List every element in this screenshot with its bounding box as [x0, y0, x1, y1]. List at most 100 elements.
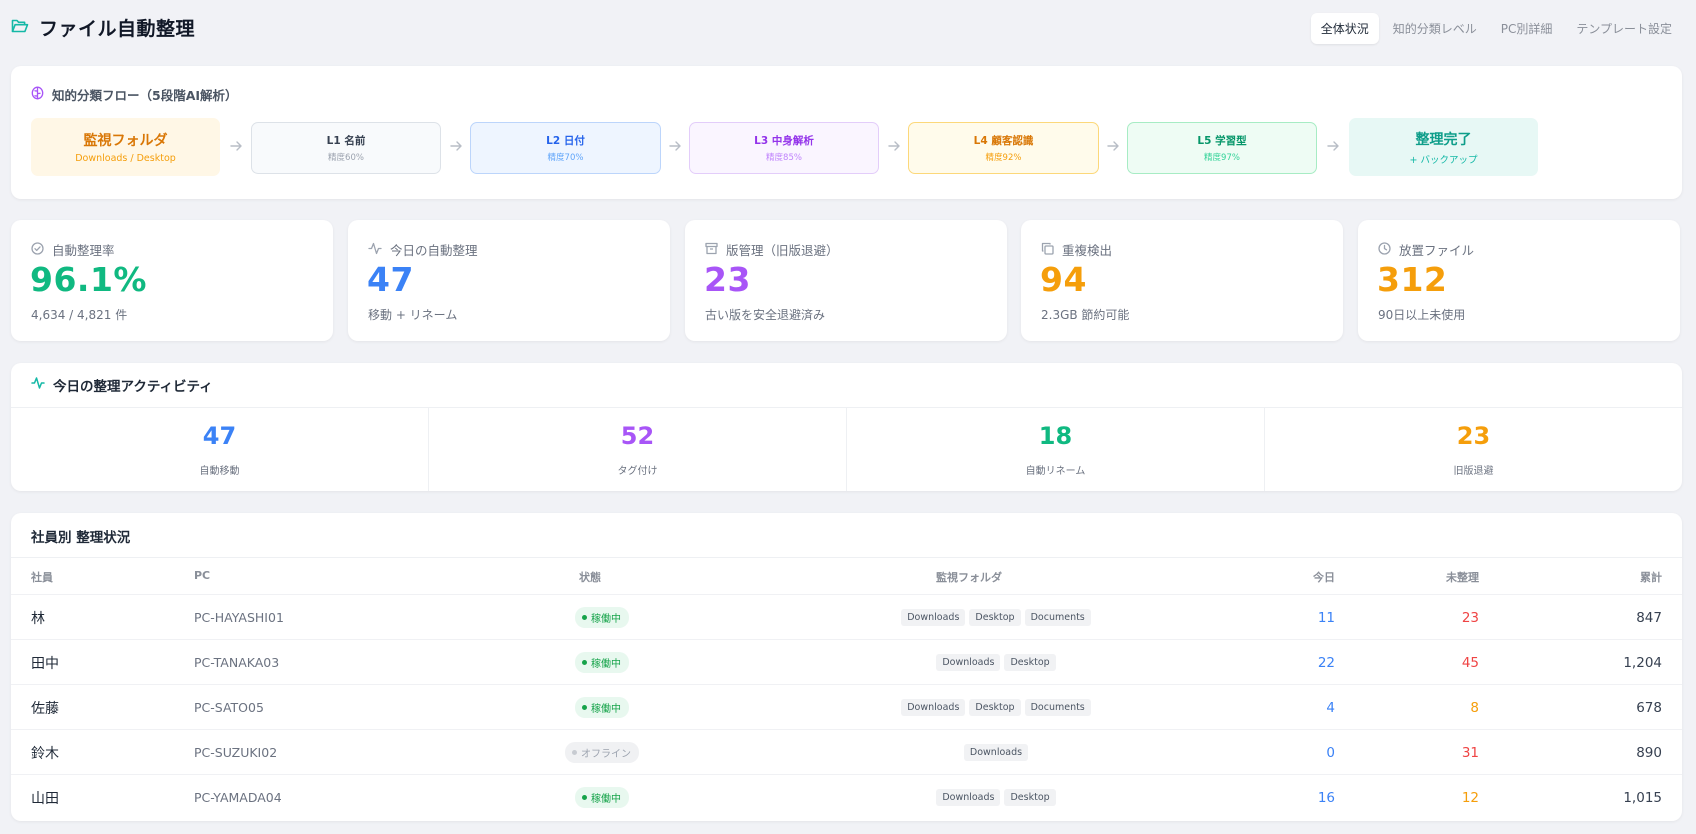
total-count: 678	[1636, 699, 1662, 716]
folder-tag: Downloads	[936, 789, 1001, 806]
total-count: 890	[1636, 744, 1662, 761]
kpi-header: 放置ファイル	[1378, 240, 1474, 259]
copy-icon	[1041, 242, 1054, 258]
flow-step-sublabel: Downloads / Desktop	[75, 153, 176, 164]
status-badge: 稼働中	[575, 787, 629, 808]
status-text: 稼働中	[591, 659, 621, 670]
classification-flow-card: 知的分類フロー（5段階AI解析） 監視フォルダ Downloads / Deskt…	[11, 66, 1682, 199]
flow-step-label: L3 中身解析	[754, 135, 814, 147]
today-count: 0	[1326, 744, 1335, 761]
total-count: 1,204	[1623, 654, 1662, 671]
flow-step: L4 顧客認識 精度92%	[908, 122, 1099, 174]
folder-tag: Downloads	[936, 654, 1001, 671]
kpi-value: 312	[1377, 260, 1448, 299]
kpi-card: 重複検出 94 2.3GB 節約可能	[1021, 220, 1343, 341]
watched-folders: Downloads	[751, 730, 1241, 775]
flow-step: L2 日付 精度70%	[470, 122, 661, 174]
kpi-subtext: 古い版を安全退避済み	[705, 308, 826, 322]
divider	[11, 407, 1682, 408]
activity-card: 今日の整理アクティビティ 47 自動移動 52 タグ付け 18 自動リネーム 23 旧版退避	[11, 363, 1682, 491]
app-title: ファイル自動整理	[11, 14, 195, 41]
status-text: 稼働中	[591, 614, 621, 625]
watched-folders: Downloads Desktop Documents	[751, 595, 1241, 640]
arrow-right-icon	[448, 138, 464, 154]
flow-step: L3 中身解析 精度85%	[689, 122, 879, 174]
column-header-pending: 未整理	[1446, 571, 1479, 584]
tab-template-settings[interactable]: テンプレート設定	[1576, 22, 1672, 36]
flow-step: 整理完了 + バックアップ	[1349, 118, 1538, 176]
pending-count: 12	[1461, 789, 1479, 806]
table-row[interactable]: 山田 PC-YAMADA04 稼働中 Downloads Desktop 16 12 1,01…	[11, 774, 1682, 819]
kpi-card: 版管理（旧版退避） 23 古い版を安全退避済み	[685, 220, 1007, 341]
watched-folders: Downloads Desktop	[751, 640, 1241, 685]
today-count: 16	[1317, 789, 1335, 806]
today-count: 4	[1326, 699, 1335, 716]
flow-steps: 監視フォルダ Downloads / Desktop L1 名前 精度60% L2 日付…	[31, 118, 1662, 176]
clock-icon	[1378, 241, 1391, 258]
activity-stat-label: 自動移動	[199, 466, 240, 477]
folder-tag: Downloads	[901, 609, 966, 626]
kpi-subtext: 90日以上未使用	[1378, 308, 1466, 322]
flow-step-label: L2 日付	[546, 135, 585, 147]
employee-name: 鈴木	[31, 745, 59, 762]
employee-name: 佐藤	[31, 700, 59, 717]
tab-pc-details[interactable]: PC別詳細	[1500, 22, 1553, 36]
arrow-right-icon	[228, 138, 244, 154]
activity-stats: 47 自動移動 52 タグ付け 18 自動リネーム 23 旧版退避	[11, 408, 1682, 491]
flow-step-sublabel: 精度92%	[985, 153, 1022, 163]
employee-name: 田中	[31, 655, 59, 672]
status-badge: 稼働中	[575, 607, 629, 628]
status-text: 稼働中	[591, 794, 621, 805]
kpi-header: 重複検出	[1041, 240, 1112, 259]
kpi-header: 自動整理率	[31, 240, 115, 259]
tab-overview[interactable]: 全体状況	[1310, 13, 1379, 44]
total-count: 847	[1636, 609, 1662, 626]
folder-open-icon	[11, 18, 29, 38]
employee-status-card: 社員別 整理状況 社員 PC 状態 監視フォルダ 今日 未整理 累計 林 PC-H…	[11, 513, 1682, 821]
total-count: 1,015	[1623, 789, 1662, 806]
status-badge: オフライン	[565, 742, 639, 763]
watched-folders: Downloads Desktop Documents	[751, 685, 1241, 730]
table-row[interactable]: 佐藤 PC-SATO05 稼働中 Downloads Desktop Documents 4…	[11, 684, 1682, 729]
today-count: 22	[1317, 654, 1335, 671]
watched-folders: Downloads Desktop	[751, 775, 1241, 820]
status-cell: 稼働中	[542, 640, 662, 685]
activity-stat: 52 タグ付け	[429, 408, 847, 491]
status-cell: 稼働中	[542, 685, 662, 730]
table-row[interactable]: 鈴木 PC-SUZUKI02 オフライン Downloads 0 31 890	[11, 729, 1682, 774]
app-header: ファイル自動整理 全体状況 知的分類レベル PC別詳細 テンプレート設定	[0, 0, 1696, 56]
folder-tag: Desktop	[969, 609, 1021, 626]
flow-step-sublabel: 精度97%	[1204, 153, 1240, 163]
archive-icon	[705, 242, 718, 258]
status-cell: オフライン	[542, 730, 662, 775]
arrow-right-icon	[1325, 138, 1341, 154]
table-row[interactable]: 林 PC-HAYASHI01 稼働中 Downloads Desktop Document…	[11, 594, 1682, 639]
activity-stat-label: 旧版退避	[1453, 466, 1494, 477]
activity-stat: 18 自動リネーム	[847, 408, 1265, 491]
page-title: ファイル自動整理	[39, 18, 196, 40]
tab-classification-levels[interactable]: 知的分類レベル	[1392, 22, 1477, 36]
kpi-subtext: 移動 + リネーム	[368, 308, 458, 322]
pc-name: PC-HAYASHI01	[194, 610, 284, 625]
check-circle-icon	[31, 241, 44, 258]
status-badge: 稼働中	[575, 652, 629, 673]
kpi-label: 自動整理率	[52, 243, 115, 258]
arrow-right-icon	[1105, 138, 1121, 154]
kpi-card: 自動整理率 96.1% 4,634 / 4,821 件	[11, 220, 333, 341]
table-row[interactable]: 田中 PC-TANAKA03 稼働中 Downloads Desktop 22 45 1,20…	[11, 639, 1682, 684]
kpi-label: 今日の自動整理	[390, 243, 478, 258]
folder-tag: Downloads	[901, 699, 966, 716]
folder-tag: Desktop	[1004, 789, 1056, 806]
status-dot-icon	[582, 660, 587, 665]
activity-stat-label: タグ付け	[617, 466, 658, 477]
kpi-subtext: 4,634 / 4,821 件	[31, 308, 128, 322]
status-cell: 稼働中	[542, 775, 662, 820]
top-nav: 全体状況 知的分類レベル PC別詳細 テンプレート設定	[1310, 13, 1682, 44]
flow-step-label: L1 名前	[326, 135, 366, 147]
flow-step-label: L5 学習型	[1197, 135, 1247, 147]
status-dot-icon	[572, 750, 577, 755]
kpi-value: 47	[367, 260, 414, 299]
flow-title: 知的分類フロー（5段階AI解析）	[31, 85, 238, 104]
pending-count: 23	[1461, 609, 1479, 626]
flow-step-label: 監視フォルダ	[83, 133, 168, 149]
